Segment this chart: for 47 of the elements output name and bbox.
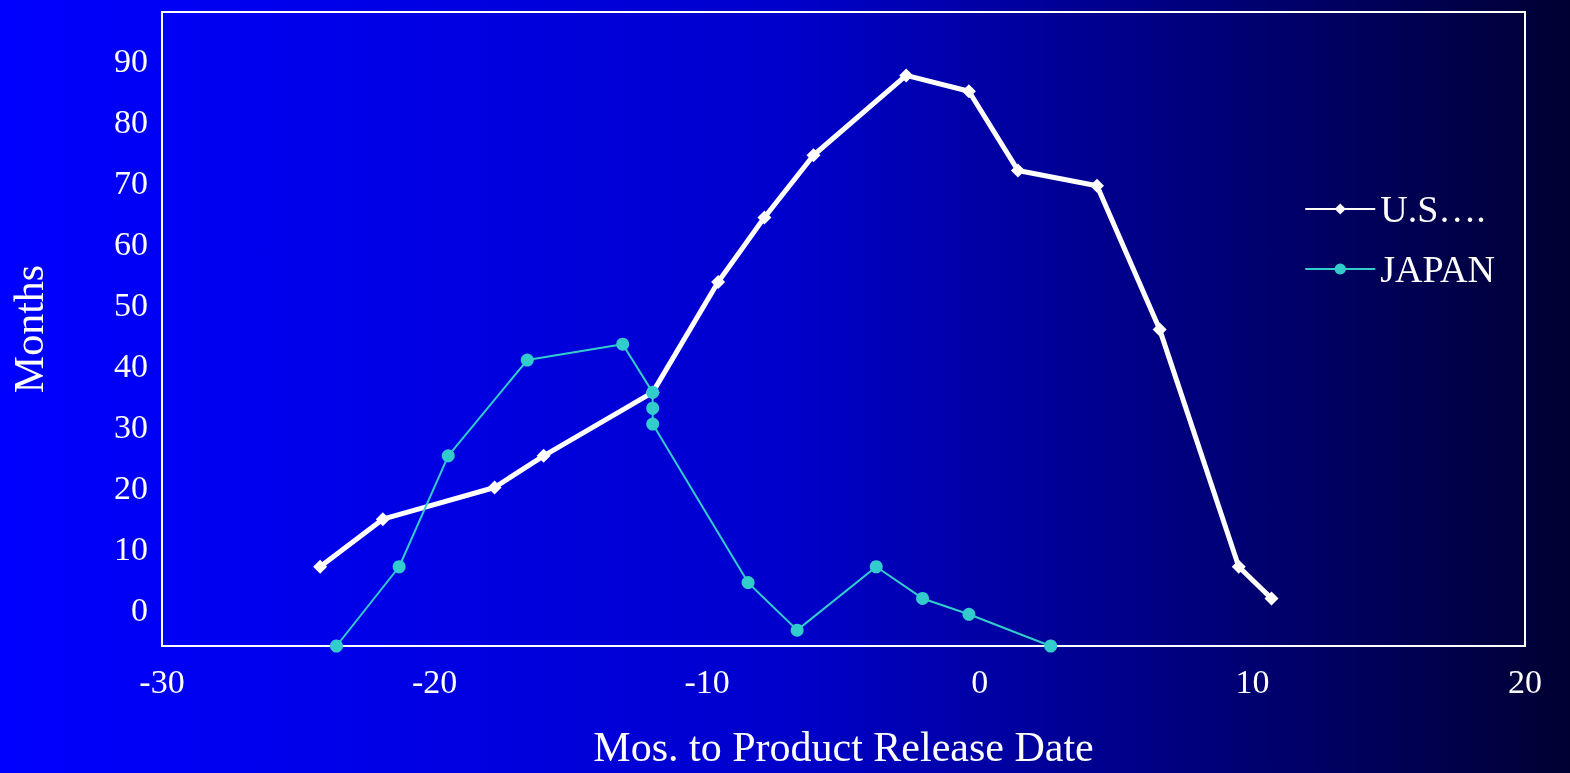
point: [1044, 639, 1058, 653]
legend-label: U.S….: [1380, 188, 1486, 230]
x-tick-label: -30: [139, 662, 185, 700]
x-tick-label: 0: [971, 662, 989, 700]
y-tick-label: 90: [114, 42, 148, 80]
point: [616, 337, 630, 351]
point: [741, 576, 755, 590]
y-tick-label: 10: [114, 529, 148, 567]
y-tick-label: 50: [114, 286, 148, 324]
point: [1152, 322, 1167, 337]
point: [329, 639, 343, 653]
point: [536, 448, 551, 463]
point: [1010, 163, 1025, 178]
point: [711, 275, 726, 290]
x-tick-label: -20: [411, 662, 458, 700]
point: [869, 560, 883, 574]
x-tick-label: 20: [1508, 662, 1542, 700]
y-tick-label: 0: [131, 590, 148, 628]
x-axis-title: Mos. to Product Release Date: [593, 724, 1094, 770]
point: [487, 480, 502, 495]
point: [961, 84, 976, 99]
legend-label: JAPAN: [1380, 248, 1495, 290]
point: [520, 353, 534, 367]
y-tick-label: 20: [114, 469, 148, 506]
y-tick-label: 30: [114, 408, 148, 446]
point: [646, 401, 660, 415]
point: [757, 210, 772, 225]
point: [441, 449, 455, 463]
point: [962, 607, 976, 621]
point: [916, 591, 930, 605]
y-tick-label: 70: [114, 164, 148, 202]
y-axis-title: Months: [6, 264, 52, 394]
x-tick-label: 10: [1235, 662, 1270, 700]
x-tick-label: -10: [684, 662, 730, 700]
point: [806, 148, 821, 163]
point: [790, 623, 804, 637]
point: [375, 512, 390, 527]
point: [1231, 559, 1246, 574]
point: [646, 417, 660, 431]
y-tick-label: 80: [114, 103, 148, 141]
point: [1264, 591, 1279, 606]
y-tick-label: 40: [114, 347, 148, 385]
y-tick-label: 60: [114, 225, 148, 263]
point: [313, 559, 328, 574]
point: [1090, 178, 1105, 193]
point: [899, 68, 914, 83]
point: [392, 560, 406, 574]
